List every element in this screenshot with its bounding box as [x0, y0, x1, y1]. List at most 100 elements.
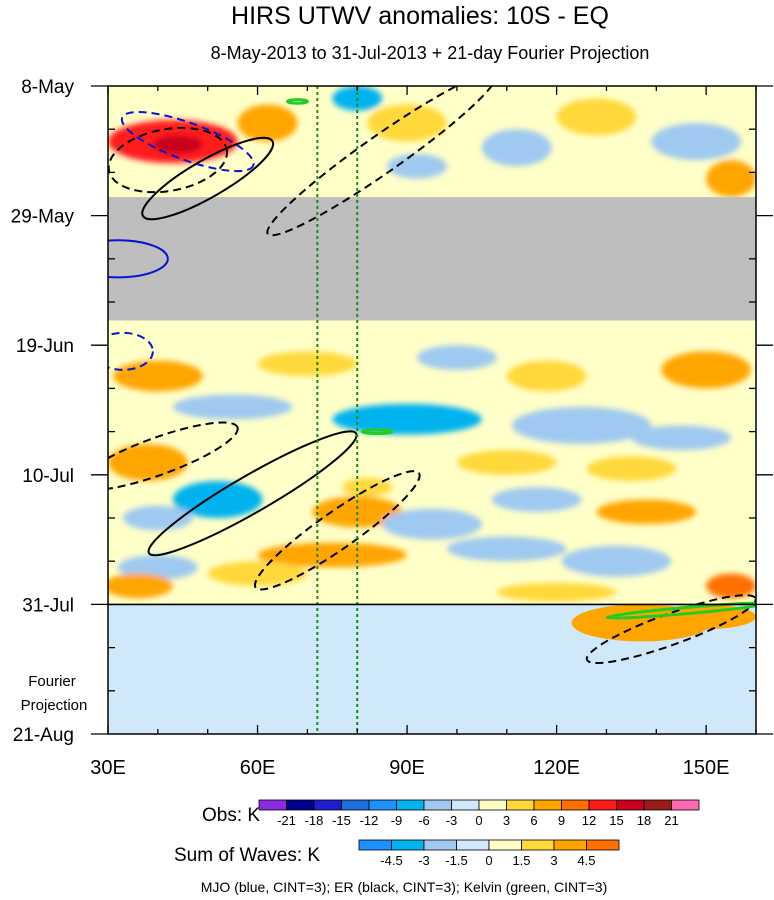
colorbar-level-label: 3	[503, 813, 510, 828]
anomaly-blob	[651, 123, 742, 161]
colorbar-swatch	[553, 839, 587, 851]
colorbar-level-label: -9	[391, 813, 403, 828]
y-tick-label: 21-Aug	[13, 725, 74, 746]
colorbar-swatch	[478, 799, 507, 811]
anomaly-blob	[382, 508, 482, 540]
anomaly-blob	[108, 443, 188, 481]
obs-colorbar-label: Obs: K	[202, 805, 260, 826]
plot-area	[108, 86, 756, 734]
wave-contour-kelvin	[360, 428, 394, 435]
x-tick-label: 30E	[90, 757, 126, 779]
y-axis: 8-May 29-May 19-Jun 10-Jul 31-Jul 21-Aug	[11, 77, 773, 746]
colorbar-level-label: 0	[475, 813, 482, 828]
colorbar-swatch	[358, 839, 392, 851]
colorbar-level-label: -21	[277, 813, 296, 828]
chart-title: HIRS UTWV anomalies: 10S - EQ	[231, 2, 609, 30]
colorbar-swatch	[588, 799, 617, 811]
anomaly-blob	[207, 561, 308, 586]
anomaly-blob	[417, 345, 497, 370]
colorbar-level-label: -3	[418, 853, 430, 868]
y-tick-label: 19-Jun	[16, 336, 74, 357]
anomaly-blob	[108, 573, 173, 599]
colorbar-swatch	[258, 799, 287, 811]
colorbar-swatch	[561, 799, 590, 811]
colorbar-swatch	[391, 839, 425, 851]
plot-frame	[107, 85, 757, 735]
colorbar-swatch	[616, 799, 645, 811]
x-tick-label: 120E	[533, 757, 580, 779]
x-tick-label: 60E	[240, 757, 276, 779]
chart-subtitle: 8-May-2013 to 31-Jul-2013 + 21-day Fouri…	[211, 43, 650, 63]
anomaly-blob	[586, 456, 677, 481]
wave-contour-er	[147, 430, 358, 557]
waves-colorbar-label: Sum of Waves: K	[174, 845, 320, 866]
projection-label-line2: Projection	[21, 697, 88, 714]
anomaly-blob	[506, 360, 587, 392]
y-tick-label: 8-May	[21, 77, 74, 98]
anomaly-blob	[456, 450, 557, 475]
colorbar-level-label: -15	[332, 813, 351, 828]
anomaly-blob	[117, 555, 198, 580]
anomaly-blob	[631, 425, 732, 451]
anomaly-blob	[122, 505, 193, 531]
wave-contour-mjo	[120, 111, 255, 173]
colorbar-swatch	[506, 799, 535, 811]
anomaly-blob	[257, 351, 358, 377]
anomaly-blob	[312, 496, 403, 528]
colorbar-level-label: -3	[446, 813, 458, 828]
wave-contour-mjo	[108, 331, 154, 371]
y-tick-label: 10-Jul	[22, 466, 74, 487]
missing-data-band	[108, 197, 756, 321]
colorbar-level-label: -6	[418, 813, 430, 828]
colorbar-swatch	[368, 799, 397, 811]
colorbar-level-label: 12	[582, 813, 596, 828]
wave-contour-er	[108, 421, 239, 492]
anomaly-blob	[172, 480, 263, 518]
colorbar-swatch	[396, 799, 425, 811]
projection-blob	[407, 641, 707, 716]
colorbar-swatch	[521, 839, 555, 851]
anomaly-blob	[706, 160, 756, 198]
colorbar-swatch	[533, 799, 562, 811]
anomaly-blob	[172, 394, 293, 420]
anomaly-blob	[706, 573, 756, 599]
colorbar-level-label: 18	[637, 813, 651, 828]
colorbar-swatch	[286, 799, 315, 811]
anomaly-blob	[596, 499, 697, 525]
anomaly-blob	[152, 135, 203, 154]
anomaly-blob	[511, 406, 652, 444]
anomaly-blob	[367, 104, 447, 142]
colorbar-swatch	[423, 839, 457, 851]
colorbar-swatch	[341, 799, 370, 811]
anomaly-blob	[332, 403, 482, 435]
colorbar-level-label: 21	[664, 813, 678, 828]
anomaly-blob	[561, 545, 672, 577]
colorbar-level-label: 4.5	[577, 853, 595, 868]
reference-lines	[316, 86, 359, 734]
wave-contour-kelvin	[285, 98, 309, 105]
anomaly-blob	[556, 98, 637, 136]
colorbar-level-label: -18	[305, 813, 324, 828]
anomaly-blob	[496, 582, 617, 602]
colorbar-level-label: 9	[558, 813, 565, 828]
y-tick-label: 31-Jul	[22, 595, 74, 616]
colorbar-level-label: -4.5	[380, 853, 402, 868]
projection-label-line1: Fourier	[28, 673, 76, 690]
projection-field	[108, 604, 756, 734]
wave-contour-er	[266, 86, 498, 237]
wave-contour-mjo	[108, 239, 169, 279]
colorbar-swatch	[586, 839, 620, 851]
waves-colorbar: -4.5 -3 -1.5 0 1.5 3 4.5	[358, 839, 620, 868]
wave-contour-kelvin	[605, 601, 756, 620]
obs-colorbar: -21 -18 -15 -12 -9 -6 -3 0 3 6 9 12 15 18 21	[258, 799, 700, 828]
anomaly-blob	[481, 129, 552, 167]
colorbar-swatch	[456, 839, 490, 851]
colorbar-swatch	[671, 799, 700, 811]
wave-contour-er	[108, 126, 228, 194]
colorbar-level-label: 3	[550, 853, 557, 868]
anomaly-blob	[112, 360, 203, 392]
colorbar-swatch	[488, 839, 522, 851]
colorbar-level-label: 6	[530, 813, 537, 828]
anomaly-blob	[491, 487, 582, 512]
